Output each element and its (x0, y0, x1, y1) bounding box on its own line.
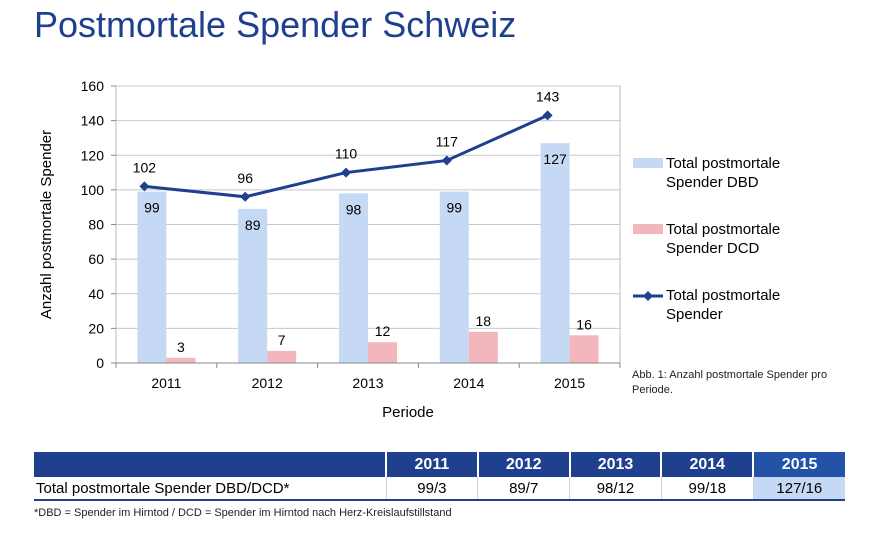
x-tick-label: 2015 (554, 375, 585, 391)
legend-swatch-dbd (633, 158, 663, 168)
y-tick-label: 20 (88, 320, 104, 336)
legend-marker-total (643, 291, 653, 301)
bar-dbd (339, 193, 368, 363)
data-label-dcd: 7 (278, 332, 286, 348)
line-point-total (441, 155, 452, 166)
x-tick-label: 2013 (352, 375, 383, 391)
data-label-dbd: 98 (346, 201, 362, 217)
bar-dcd (569, 335, 599, 363)
table-header-year: 2014 (660, 452, 754, 477)
bar-dbd (540, 143, 570, 363)
line-point-total (139, 181, 150, 192)
data-label-dcd: 16 (576, 316, 592, 332)
y-tick-label: 60 (88, 251, 104, 267)
data-label-dcd: 18 (476, 313, 492, 329)
y-tick-label: 80 (88, 217, 104, 233)
data-label-total: 110 (335, 146, 358, 162)
data-label-dbd: 89 (245, 217, 261, 233)
chart-area: 0 20 40 60 80 100 120 140 160 99 3 89 7 98 12 99 18 127 16… (38, 78, 780, 421)
data-label-dbd: 99 (144, 200, 160, 216)
y-tick-label: 40 (88, 286, 104, 302)
data-label-total: 102 (133, 159, 157, 175)
table-header-year: 2011 (385, 452, 478, 477)
table-header-year: 2013 (568, 452, 662, 477)
legend-label: Total postmortale Spender DCD (666, 221, 780, 257)
summary-table: 2011 2012 2013 2014 2015 Total postmorta… (34, 452, 845, 501)
bar-dbd (238, 208, 268, 363)
y-tick-label: 140 (81, 113, 105, 129)
line-point-total (240, 191, 251, 202)
bar-dcd (368, 342, 397, 363)
data-label-dcd: 12 (375, 323, 391, 339)
table-cell: 98/12 (569, 477, 662, 501)
table-header-row: 2011 2012 2013 2014 2015 (34, 452, 845, 477)
footnote: *DBD = Spender im Hirntod / DCD = Spende… (34, 507, 452, 519)
y-tick-label: 160 (81, 78, 105, 94)
y-axis-title: Anzahl postmortale Spender (38, 130, 55, 319)
data-label-total: 117 (436, 133, 459, 149)
table-cell: 99/18 (660, 477, 754, 501)
x-tick-label: 2012 (252, 375, 283, 391)
data-label-dcd: 3 (177, 339, 185, 355)
bar-dcd (267, 350, 297, 363)
line-point-total (542, 110, 553, 121)
table-cell: 127/16 (752, 477, 845, 501)
bar-dcd (468, 331, 498, 363)
bar-dcd (166, 357, 196, 363)
data-label-dbd: 127 (543, 151, 567, 167)
table-header-year: 2015 (752, 452, 845, 477)
legend-label: Total postmortale Spender DBD (666, 155, 780, 191)
page-title: Postmortale Spender Schweiz (34, 4, 517, 45)
figure-caption: Abb. 1: Anzahl postmortale Spender pro P… (632, 369, 828, 396)
y-tick-label: 0 (96, 355, 104, 371)
data-label-dbd: 99 (447, 200, 463, 216)
bar-dbd (439, 191, 469, 363)
x-tick-label: 2014 (453, 375, 484, 391)
table-row: Total postmortale Spender DBD/DCD* 99/3 … (34, 477, 845, 501)
data-label-total: 96 (237, 170, 253, 186)
legend-label: Total postmortale Spender (666, 287, 780, 323)
x-tick-label: 2011 (151, 375, 181, 391)
table-row-label: Total postmortale Spender DBD/DCD* (34, 477, 386, 501)
y-tick-label: 100 (81, 182, 105, 198)
bar-dbd (137, 191, 167, 363)
x-axis-title: Periode (382, 404, 434, 421)
table-cell: 99/3 (385, 477, 478, 501)
legend-swatch-dcd (633, 224, 663, 234)
table-header-empty (34, 452, 386, 477)
data-label-total: 143 (536, 88, 560, 104)
y-tick-label: 120 (81, 147, 105, 163)
table-header-year: 2012 (476, 452, 570, 477)
line-point-total (341, 167, 351, 178)
table-cell: 89/7 (477, 477, 570, 501)
